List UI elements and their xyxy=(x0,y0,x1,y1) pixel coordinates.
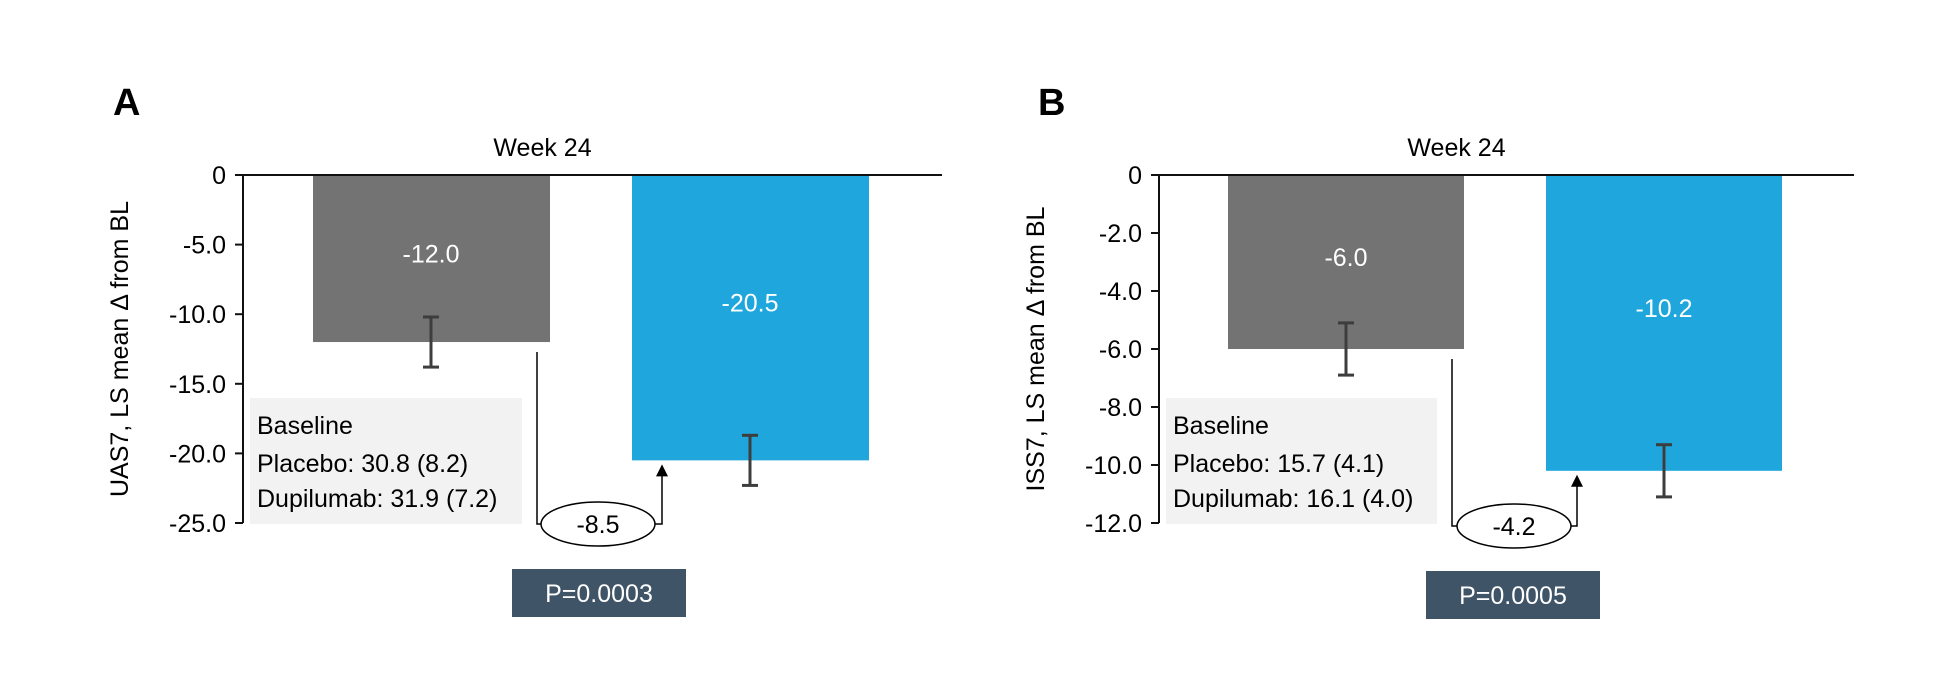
bar-dupilumab xyxy=(1546,175,1782,471)
bar-value-label: -10.2 xyxy=(1636,295,1693,323)
error-bar-placebo xyxy=(1338,321,1354,377)
arrow-head xyxy=(1571,474,1583,487)
chart-title: Week 24 xyxy=(1407,134,1505,162)
error-bar-dupilumab xyxy=(742,433,758,487)
y-tick-label: -8.0 xyxy=(1099,394,1142,422)
panel-a: A Week 24 UAS7, LS mean Δ from BL -12.0 -20.… xyxy=(106,82,942,617)
baseline-line: Dupilumab: 16.1 (4.0) xyxy=(1173,485,1413,513)
p-value-text: P=0.0003 xyxy=(545,580,653,608)
bar-placebo xyxy=(1228,175,1464,349)
baseline-box: Baseline Placebo: 30.8 (8.2) Dupilumab: 31… xyxy=(250,398,522,524)
baseline-title: Baseline xyxy=(1173,412,1269,440)
difference-bracket: -8.5 xyxy=(536,352,668,547)
difference-label: -4.2 xyxy=(1492,513,1535,541)
baseline-box: Baseline Placebo: 15.7 (4.1) Dupilumab: 16… xyxy=(1166,398,1437,524)
y-tick-label: -5.0 xyxy=(183,232,226,260)
y-tick-label: -15.0 xyxy=(169,371,226,399)
y-tick-label: -10.0 xyxy=(169,301,226,329)
bar-value-label: -12.0 xyxy=(403,241,460,269)
y-tick-label: -6.0 xyxy=(1099,336,1142,364)
p-value-box: P=0.0005 xyxy=(1426,571,1600,619)
baseline-line: Placebo: 15.7 (4.1) xyxy=(1173,450,1384,478)
difference-oval xyxy=(1456,503,1572,549)
baseline-line: Dupilumab: 31.9 (7.2) xyxy=(257,485,497,513)
arrow-head xyxy=(656,464,668,477)
panel-label: A xyxy=(113,82,140,124)
bar-value-label: -6.0 xyxy=(1324,244,1367,272)
bar-dupilumab xyxy=(632,175,869,461)
difference-oval xyxy=(540,501,656,547)
baseline-title: Baseline xyxy=(257,412,353,440)
y-tick-label: 0 xyxy=(212,162,226,190)
y-tick-label: 0 xyxy=(1128,162,1142,190)
y-tick-label: -20.0 xyxy=(169,440,226,468)
difference-bracket: -4.2 xyxy=(1451,359,1583,549)
y-tick-label: -2.0 xyxy=(1099,220,1142,248)
y-tick-label: -4.0 xyxy=(1099,278,1142,306)
panel-b: B Week 24 ISS7, LS mean Δ from BL -6.0 -10.2… xyxy=(1022,82,1854,619)
y-tick-label: -25.0 xyxy=(169,510,226,538)
chart-title: Week 24 xyxy=(493,134,591,162)
p-value-text: P=0.0005 xyxy=(1459,582,1567,610)
y-tick-label: -10.0 xyxy=(1085,452,1142,480)
difference-label: -8.5 xyxy=(576,511,619,539)
error-bar-placebo xyxy=(423,315,439,369)
y-tick-label: -12.0 xyxy=(1085,510,1142,538)
y-axis-label: ISS7, LS mean Δ from BL xyxy=(1022,206,1050,491)
error-bar-dupilumab xyxy=(1656,443,1672,499)
p-value-box: P=0.0003 xyxy=(512,569,686,617)
panel-label: B xyxy=(1038,82,1065,124)
bar-placebo xyxy=(313,175,550,343)
bar-value-label: -20.5 xyxy=(722,290,779,318)
baseline-line: Placebo: 30.8 (8.2) xyxy=(257,450,468,478)
y-axis-label: UAS7, LS mean Δ from BL xyxy=(106,201,134,497)
